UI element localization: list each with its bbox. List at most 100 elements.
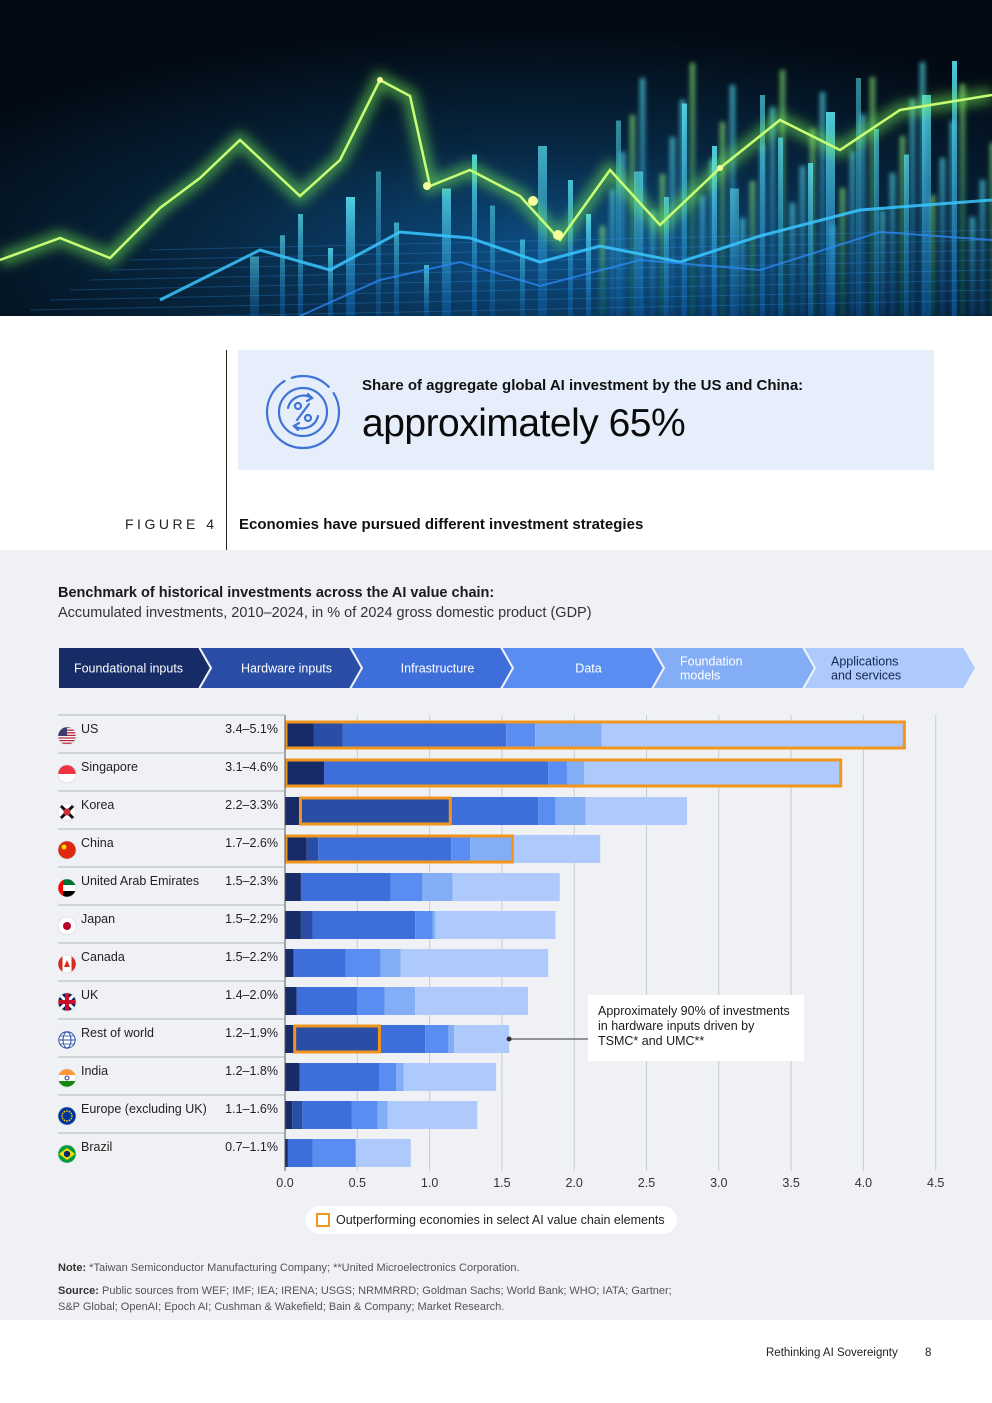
- singapore-flag-icon: [57, 764, 77, 784]
- bar-segment: [435, 911, 556, 939]
- category-label: China: [81, 836, 114, 850]
- hero-bar: [586, 214, 591, 316]
- bar-segment: [538, 797, 556, 825]
- hero-bar-far: [600, 226, 605, 316]
- category-label: United Arab Emirates: [81, 874, 199, 888]
- bar-segment: [285, 987, 297, 1015]
- bar-segment: [380, 1025, 426, 1053]
- bar-segment: [400, 949, 549, 977]
- bar-segment: [292, 1101, 303, 1129]
- bar-segment: [300, 873, 391, 901]
- hero-bar-far: [970, 217, 975, 316]
- value-chain-step-label: Data: [575, 662, 601, 676]
- hero-bar: [490, 205, 495, 316]
- range-label: 2.2–3.3%: [225, 798, 278, 812]
- figure-divider: [226, 350, 227, 550]
- category-label: Korea: [81, 798, 114, 812]
- x-tick-label: 1.5: [493, 1176, 510, 1190]
- annotation-callout: Approximately 90% of investments in hard…: [588, 995, 804, 1061]
- range-label: 1.2–1.9%: [225, 1026, 278, 1040]
- x-tick-label: 3.0: [710, 1176, 727, 1190]
- hero-bar-far: [990, 143, 992, 316]
- bar-segment: [285, 835, 307, 863]
- bar-segment: [285, 797, 300, 825]
- bar-segment: [285, 911, 301, 939]
- bar-segment: [387, 1101, 478, 1129]
- bar-segment: [357, 987, 385, 1015]
- range-label: 3.4–5.1%: [225, 722, 278, 736]
- bar-segment: [451, 835, 471, 863]
- bar-segment: [302, 1101, 352, 1129]
- japan-flag-icon: [57, 916, 77, 936]
- bar-segment: [380, 949, 401, 977]
- hero-bar: [808, 163, 813, 316]
- hero-bar: [730, 188, 739, 316]
- bar-segment: [378, 1063, 397, 1091]
- category-label: Brazil: [81, 1140, 112, 1154]
- uk-flag-icon: [57, 992, 77, 1012]
- x-tick-label: 1.0: [421, 1176, 438, 1190]
- bar-segment: [285, 721, 314, 749]
- hero-bar: [394, 222, 399, 316]
- bar-segment: [345, 949, 381, 977]
- highlight-box: [293, 1024, 381, 1054]
- hero-grid-line: [29, 289, 992, 311]
- hero-bar-far: [670, 137, 675, 316]
- bar-segment: [300, 911, 313, 939]
- x-tick-label: 4.0: [855, 1176, 872, 1190]
- bar-segment: [318, 835, 452, 863]
- source-note: Source: Public sources from WEF; IMF; IE…: [58, 1284, 678, 1315]
- bar-segment: [299, 797, 452, 825]
- range-label: 3.1–4.6%: [225, 760, 278, 774]
- hero-bar-far: [980, 180, 985, 316]
- bar-segment: [452, 873, 560, 901]
- hero-bar: [856, 78, 861, 316]
- hero-bar: [424, 265, 429, 316]
- bar-segment: [454, 1025, 510, 1053]
- x-tick-label: 0.0: [276, 1176, 293, 1190]
- bar-segment: [285, 759, 325, 787]
- bar-segment: [285, 1025, 294, 1053]
- highlight-box: [284, 834, 514, 864]
- hero-bar-far: [750, 181, 755, 316]
- value-chain-step-5: [801, 646, 978, 690]
- bar-segment: [403, 1063, 497, 1091]
- x-tick-label: 4.5: [927, 1176, 944, 1190]
- bar-segment: [324, 759, 549, 787]
- category-label: Europe (excluding UK): [81, 1102, 207, 1116]
- legend-label: Outperforming economies in select AI val…: [336, 1213, 665, 1227]
- bar-segment: [351, 1101, 378, 1129]
- bar-segment: [470, 835, 514, 863]
- note-label: Note:: [58, 1262, 87, 1274]
- hero-grid-line: [181, 299, 992, 316]
- bar-segment: [585, 797, 687, 825]
- stacked-bar-chart: Foundational inputs Hardware inputs Infras…: [57, 646, 978, 1190]
- bar-segment: [415, 911, 433, 939]
- hero-bar-far: [860, 114, 865, 316]
- bar-segment: [451, 797, 539, 825]
- hero-bar: [346, 197, 355, 316]
- x-tick-label: 3.5: [782, 1176, 799, 1190]
- hero-bar: [778, 137, 783, 316]
- highlight-box: [284, 758, 843, 788]
- hero-bar: [250, 256, 259, 316]
- bar-segment: [313, 721, 343, 749]
- hero-bar-far: [900, 136, 905, 316]
- hero-bar: [442, 188, 451, 316]
- note-text: *Taiwan Semiconductor Manufacturing Comp…: [86, 1262, 520, 1274]
- bar-segment: [285, 1101, 293, 1129]
- hero-bar: [616, 120, 621, 316]
- figure-number: FIGURE 4: [125, 516, 218, 532]
- source-text: Public sources from WEF; IMF; IEA; IRENA…: [58, 1285, 672, 1313]
- bar-segment: [425, 1025, 449, 1053]
- range-label: 1.2–1.8%: [225, 1064, 278, 1078]
- highlight-box: [284, 720, 906, 750]
- highlight-value: approximately 65%: [362, 402, 686, 445]
- hero-bar-far: [740, 218, 745, 316]
- source-label: Source:: [58, 1285, 99, 1297]
- hero-grid-line: [49, 279, 992, 301]
- hero-bar-far: [650, 211, 655, 316]
- value-chain-step-label: Foundation models: [680, 655, 743, 683]
- range-label: 1.5–2.2%: [225, 950, 278, 964]
- bar-segment: [306, 835, 319, 863]
